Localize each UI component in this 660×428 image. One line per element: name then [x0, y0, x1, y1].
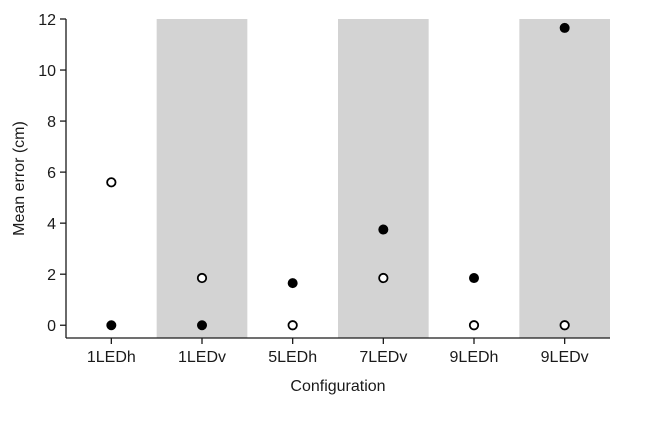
y-tick-label: 4	[47, 216, 56, 233]
shaded-bands	[156, 19, 610, 338]
axes	[60, 18, 610, 344]
open-point-1LEDh	[106, 177, 117, 188]
x-tick-label-7LEDv: 7LEDv	[359, 349, 407, 366]
shaded-band-7LEDv	[338, 19, 429, 338]
x-tick-label-1LEDv: 1LEDv	[178, 349, 226, 366]
y-tick-label: 8	[47, 114, 56, 131]
y-tick-label: 12	[38, 12, 56, 29]
open-point-1LEDv	[196, 272, 208, 284]
filled-point-1LEDh	[106, 320, 117, 331]
open-point-7LEDv	[378, 272, 389, 284]
tick-labels: 0 2 4 6 8 10 12 1LEDh 1LEDv 5LEDh 7LEDv 9LEDh 9LEDv	[38, 12, 588, 366]
y-tick-label: 6	[47, 165, 56, 182]
x-axis-title: Configuration	[290, 378, 385, 395]
x-tick-label-9LEDv: 9LEDv	[541, 349, 589, 366]
filled-point-9LEDh	[468, 273, 479, 284]
filled-point-7LEDv	[378, 224, 389, 235]
filled-point-5LEDh	[287, 278, 298, 289]
x-tick-label-5LEDh: 5LEDh	[268, 349, 317, 366]
y-tick-label: 2	[47, 267, 56, 284]
x-tick-label-1LEDh: 1LEDh	[87, 349, 136, 366]
shaded-band-1LEDv	[156, 19, 248, 338]
open-point-9LEDh	[468, 320, 480, 331]
filled-point-9LEDv	[559, 22, 570, 33]
y-tick-label: 10	[38, 63, 56, 80]
y-axis-title: Mean error (cm)	[11, 121, 28, 236]
data-points	[106, 22, 570, 331]
open-point-9LEDv	[559, 320, 570, 331]
y-tick-label: 0	[47, 318, 56, 335]
x-tick-label-9LEDh: 9LEDh	[450, 349, 499, 366]
shaded-band-9LEDv	[519, 19, 610, 338]
open-point-5LEDh	[287, 320, 298, 331]
filled-point-1LEDv	[196, 320, 207, 331]
